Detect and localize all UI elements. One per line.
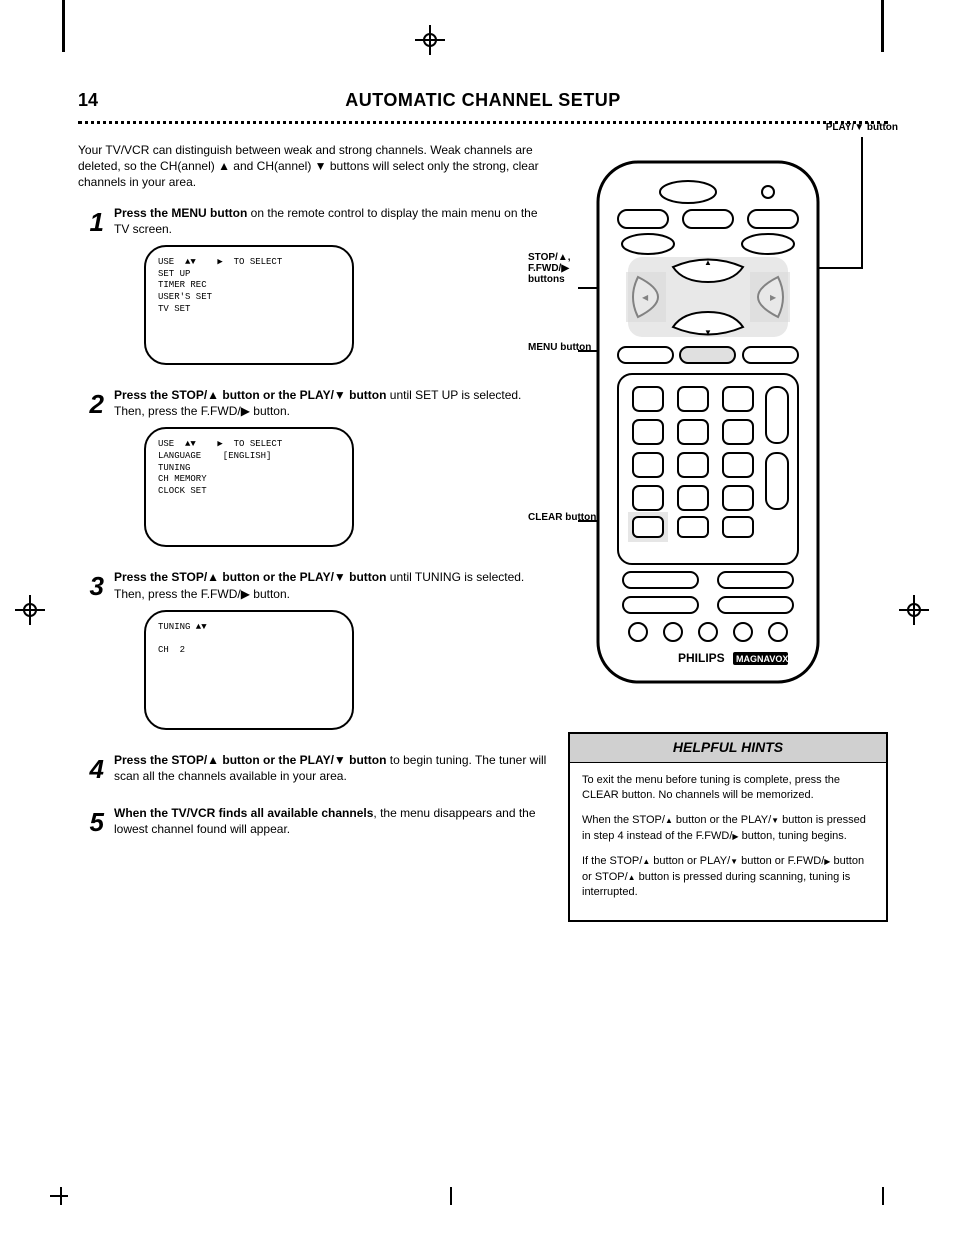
instructions-column: Your TV/VCR can distinguish between weak… (78, 142, 548, 922)
step-number: 3 (78, 569, 104, 604)
svg-text:▼: ▼ (704, 328, 712, 337)
svg-text:▲: ▲ (704, 258, 712, 267)
crop-mark (62, 0, 65, 52)
registration-mark (899, 595, 929, 625)
osd-screen-1: USE ▲▼ ▶ TO SELECT SET UP TIMER REC USER… (144, 245, 354, 365)
step-lead: Press the STOP/▲ button or the PLAY/▼ bu… (114, 753, 386, 767)
callout-line (861, 137, 863, 267)
osd-screen-3: TUNING ▲▼ CH 2 (144, 610, 354, 730)
step-number: 1 (78, 205, 104, 240)
page-number: 14 (78, 90, 98, 111)
step-number: 5 (78, 805, 104, 840)
divider-dotted (78, 121, 888, 124)
callout-stop-ffwd: STOP/▲, F.FWD/▶ buttons (528, 252, 571, 285)
step-lead: Press the MENU button (114, 206, 247, 220)
osd-screen-2: USE ▲▼ ▶ TO SELECT LANGUAGE [ENGLISH] TU… (144, 427, 354, 547)
brand-text: PHILIPS (678, 651, 725, 665)
step-number: 4 (78, 752, 104, 787)
registration-mark (415, 25, 445, 55)
tip-2: When the STOP/ button or the PLAY/ butto… (582, 813, 874, 844)
tips-body: To exit the menu before tuning is comple… (570, 763, 886, 921)
tips-header: HELPFUL HINTS (570, 734, 886, 763)
helpful-hints-box: HELPFUL HINTS To exit the menu before tu… (568, 732, 888, 922)
crop-mark (450, 1187, 452, 1205)
registration-mark (15, 595, 45, 625)
page-title: AUTOMATIC CHANNEL SETUP (345, 90, 621, 111)
step-2: 2 Press the STOP/▲ button or the PLAY/▼ … (78, 387, 548, 551)
crop-mark (882, 1187, 884, 1205)
step-lead: Press the STOP/▲ button or the PLAY/▼ bu… (114, 570, 386, 584)
crop-mark (50, 1195, 68, 1197)
step-3: 3 Press the STOP/▲ button or the PLAY/▼ … (78, 569, 548, 733)
tip-1: To exit the menu before tuning is comple… (582, 773, 874, 804)
tip-3: If the STOP/ button or PLAY/ button or F… (582, 854, 874, 900)
remote-column: PLAY/▼ button STOP/▲, F.FWD/▶ buttons ME… (568, 142, 888, 922)
step-1: 1 Press the MENU button on the remote co… (78, 205, 548, 369)
callout-play: PLAY/▼ button (826, 122, 898, 133)
step-4: 4 Press the STOP/▲ button or the PLAY/▼ … (78, 752, 548, 787)
crop-mark (881, 0, 884, 52)
step-lead: Press the STOP/▲ button or the PLAY/▼ bu… (114, 388, 386, 402)
svg-text:MAGNAVOX: MAGNAVOX (736, 654, 788, 664)
step-5: 5 When the TV/VCR finds all available ch… (78, 805, 548, 840)
intro-text: Your TV/VCR can distinguish between weak… (78, 142, 548, 191)
step-lead: When the TV/VCR finds all available chan… (114, 806, 373, 820)
remote-illustration: ▲ ▼ ◀ ▶ (568, 142, 858, 702)
step-number: 2 (78, 387, 104, 422)
